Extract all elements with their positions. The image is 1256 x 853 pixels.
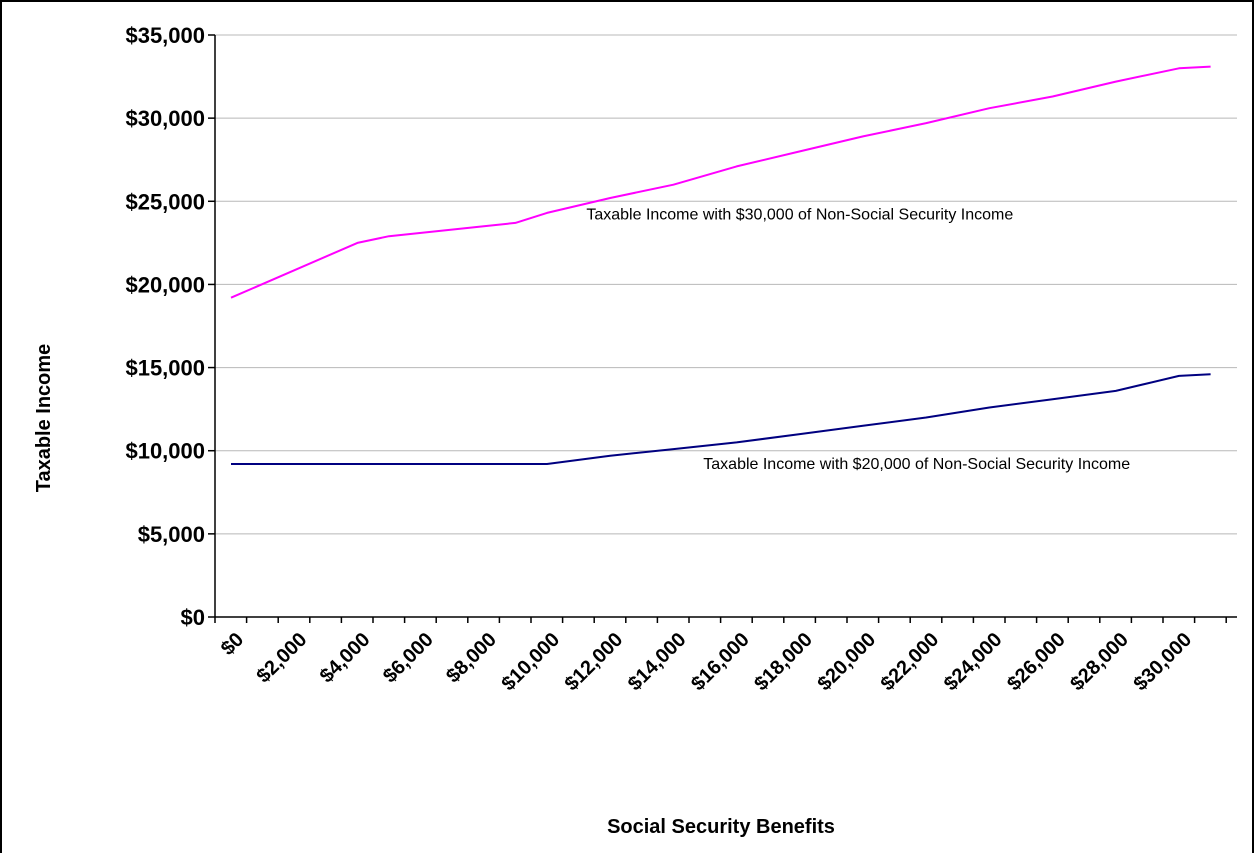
y-tick-label: $35,000 bbox=[125, 23, 205, 48]
y-tick-label: $5,000 bbox=[138, 522, 205, 547]
x-tick-label: $28,000 bbox=[1066, 629, 1133, 696]
x-tick-label: $12,000 bbox=[561, 629, 628, 696]
x-tick-label: $18,000 bbox=[750, 629, 817, 696]
x-tick-label: $20,000 bbox=[813, 629, 880, 696]
y-tick-label: $15,000 bbox=[125, 356, 205, 381]
y-tick-labels: $0 $5,000 $10,000 $15,000 $20,000 $25,000 $30,… bbox=[125, 23, 205, 630]
series-line-1 bbox=[230, 65, 1211, 299]
gridlines bbox=[215, 34, 1237, 535]
y-tick-label: $25,000 bbox=[125, 189, 205, 214]
x-tick-label: $4,000 bbox=[316, 629, 375, 688]
x-tick-labels: $0 $2,000 $4,000 $6,000 $8,000$10,000$12,000… bbox=[217, 629, 1196, 696]
axes bbox=[208, 34, 1237, 623]
x-tick-label: $26,000 bbox=[1003, 629, 1070, 696]
annotation-label: Taxable Income with $20,000 of Non-Socia… bbox=[703, 456, 1130, 473]
series-line-2 bbox=[231, 373, 1211, 465]
x-tick-label: $30,000 bbox=[1129, 629, 1196, 696]
y-tick-label: $10,000 bbox=[125, 439, 205, 464]
x-tick-label: $0 bbox=[217, 629, 248, 660]
x-tick-label: $14,000 bbox=[624, 629, 691, 696]
x-tick-label: $2,000 bbox=[253, 629, 312, 688]
y-axis-title: Taxable Income bbox=[33, 344, 55, 493]
series-lines bbox=[230, 65, 1211, 465]
annotations: Taxable Income with $30,000 of Non-Socia… bbox=[586, 207, 1130, 473]
x-tick-label: $6,000 bbox=[379, 629, 438, 688]
x-axis-title: Social Security Benefits bbox=[607, 816, 835, 838]
y-tick-label: $20,000 bbox=[125, 272, 205, 297]
y-tick-label: $30,000 bbox=[125, 106, 205, 131]
x-tick-label: $24,000 bbox=[940, 629, 1007, 696]
y-tick-label: $0 bbox=[181, 605, 205, 630]
x-tick-label: $10,000 bbox=[497, 629, 564, 696]
x-tick-label: $8,000 bbox=[442, 629, 501, 688]
annotation-label: Taxable Income with $30,000 of Non-Socia… bbox=[586, 207, 1013, 224]
x-tick-label: $22,000 bbox=[877, 629, 944, 696]
x-tick-label: $16,000 bbox=[687, 629, 754, 696]
